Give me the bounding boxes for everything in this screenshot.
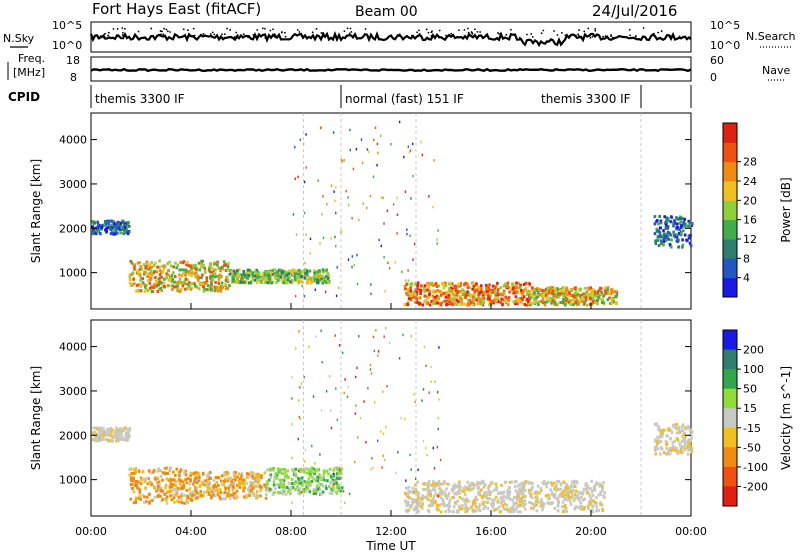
x-tick-label: 12:00 [375,525,407,538]
noise-right-bottom-tick: 10^0 [710,39,740,52]
colorbar-tick-label: 8 [743,252,750,265]
cpid-segment-label: normal (fast) 151 IF [345,92,464,106]
colorbar-tick-label: 28 [743,156,757,169]
velocity-ylabel: Slant Range [km] [29,366,43,470]
y-tick-label: 3000 [59,385,87,398]
freq-panel: Freq. [MHz] 18 8 60 0 Nave [7,52,790,84]
colorbar-tick-label: -50 [743,441,761,454]
colorbar-label: Velocity [m s^-1] [779,366,793,470]
velocity-colorbar: 200 100 50 15 -15 -50 -100 -200 Velocity [m s^-1… [722,329,793,507]
freq-label-line1: Freq. [18,52,45,65]
colorbar-tick-label: 20 [743,194,757,207]
cpid-segment-label: themis 3300 IF [541,92,631,106]
x-axis-label: Time UT [365,539,416,553]
colorbar-tick-label: 100 [743,363,764,376]
colorbar-tick-label: -100 [743,461,768,474]
power-colorbar: 4 8 12 16 20 24 28 Power [dB] [722,122,793,298]
freq-right-top-tick: 60 [710,54,724,67]
power-panel: 1000 2000 3000 4000 Slant Range [km] [29,112,694,310]
y-tick-label: 1000 [59,267,87,280]
colorbar-tick-label: -200 [743,480,768,493]
velocity-panel: 1000 2000 3000 4000 Slant Range [km] [29,319,694,517]
nsearch-label: N.Search [746,30,796,43]
freq-trace [90,67,692,73]
beam-label: Beam 00 [355,4,418,20]
colorbar-tick-label: 12 [743,233,757,246]
colorbar-tick-label: 200 [743,344,764,357]
x-tick-label: 20:00 [575,525,607,538]
nave-label: Nave [762,64,790,77]
nsky-label: N.Sky [3,32,35,45]
x-axis: 00:00 04:00 08:00 12:00 16:00 20:00 00:00 [75,303,707,538]
colorbar-tick-label: 50 [743,383,757,396]
colorbar-label: Power [dB] [779,177,793,242]
station-title: Fort Hays East (fitACF) [92,0,261,18]
cpid-segment-label: themis 3300 IF [95,92,185,106]
freq-label-line2: [MHz] [13,66,45,79]
colorbar-tick-label: -15 [743,422,761,435]
noise-right-top-tick: 10^5 [710,19,740,32]
colorbar-tick-label: 24 [743,175,757,188]
y-tick-label: 1000 [59,474,87,487]
y-tick-label: 4000 [59,341,87,354]
freq-left-top-tick: 18 [66,54,80,67]
power-ylabel: Slant Range [km] [29,159,43,263]
x-tick-label: 08:00 [275,525,307,538]
freq-right-bottom-tick: 0 [710,71,717,84]
x-tick-label: 16:00 [475,525,507,538]
freq-left-bottom-tick: 8 [70,71,77,84]
date-label: 24/Jul/2016 [592,2,677,20]
colorbar-tick-label: 16 [743,214,757,227]
cpid-label: CPID [8,90,40,104]
colorbar-tick-label: 4 [743,272,750,285]
y-tick-label: 2000 [59,222,87,235]
cpid-row: CPID themis 3300 IF normal (fast) 151 IF t… [8,85,692,108]
y-tick-label: 4000 [59,134,87,147]
y-tick-label: 2000 [59,429,87,442]
noise-left-bottom-tick: 10^0 [52,39,82,52]
x-tick-label: 00:00 [75,525,107,538]
colorbar-tick-label: 15 [743,402,757,415]
y-tick-label: 3000 [59,178,87,191]
x-tick-label: 00:00 [675,525,707,538]
x-tick-label: 04:00 [175,525,207,538]
noise-left-top-tick: 10^5 [52,19,82,32]
noise-search-dots [97,27,681,39]
noise-panel: N.Sky 10^5 10^0 10^5 10^0 N.Search [3,19,796,53]
